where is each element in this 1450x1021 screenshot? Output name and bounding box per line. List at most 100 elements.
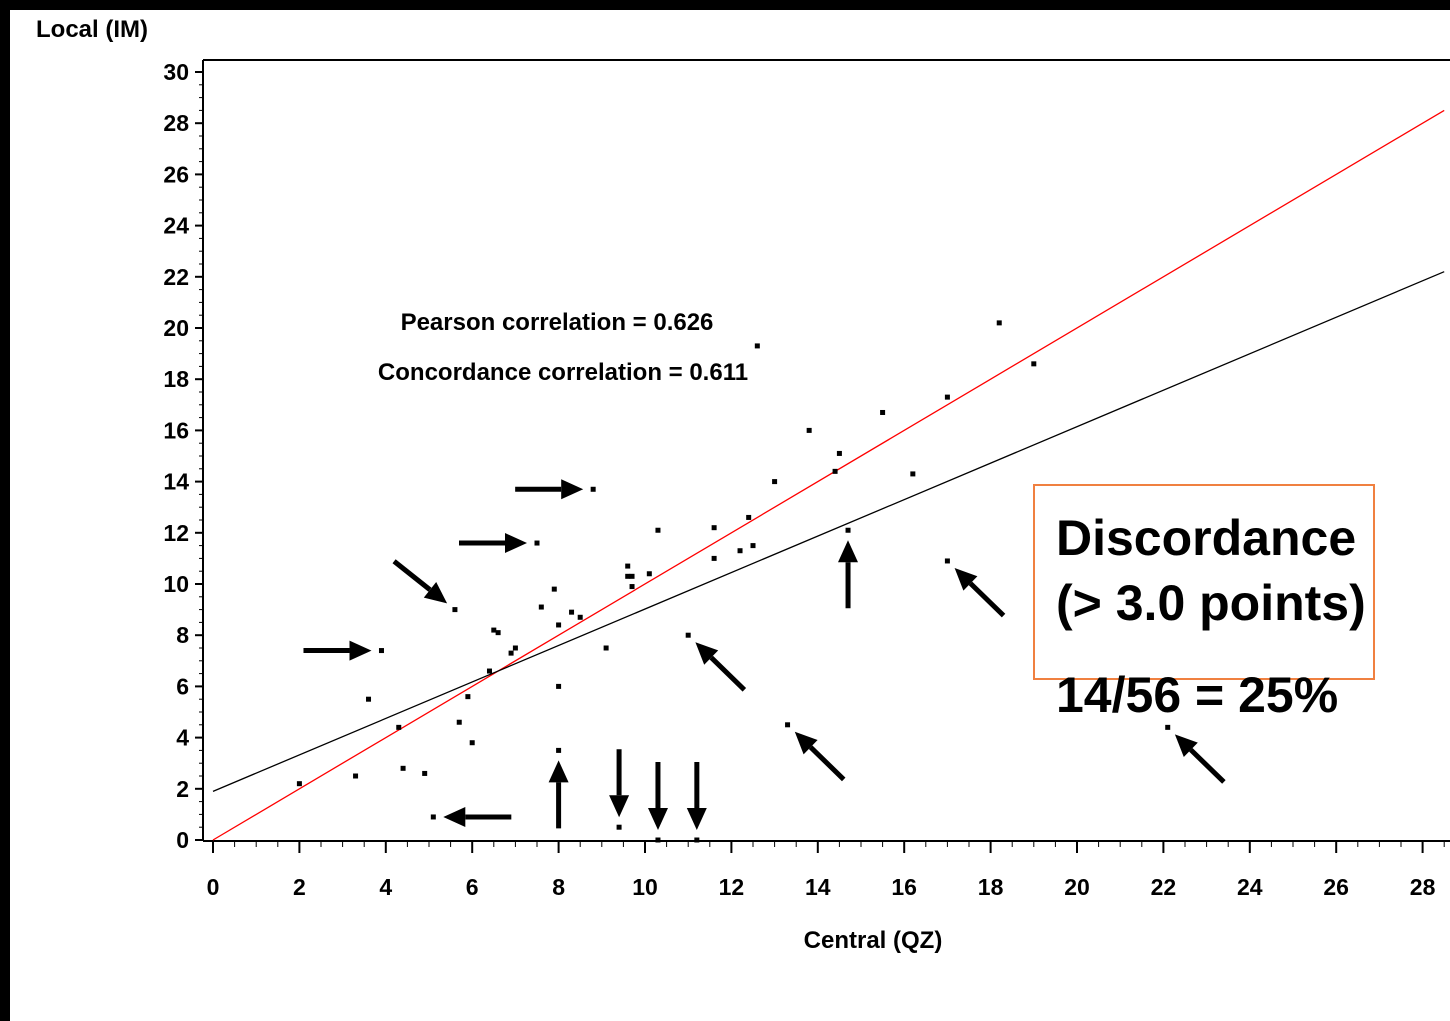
data-point (996, 320, 1002, 326)
x-tick-label: 16 (891, 874, 917, 900)
data-point (569, 609, 575, 615)
data-point (806, 427, 812, 433)
arrow-up-left (794, 731, 846, 782)
data-point (603, 645, 609, 651)
data-point (625, 563, 631, 569)
x-tick-label: 20 (1064, 874, 1090, 900)
data-point (556, 622, 562, 628)
arrow-left (443, 807, 512, 827)
arrow-down-right (392, 559, 448, 604)
data-point (629, 573, 635, 579)
y-tick-label: 26 (163, 161, 189, 187)
data-point (366, 696, 372, 702)
data-point (746, 514, 752, 520)
data-point (590, 486, 596, 492)
data-point (396, 724, 402, 730)
arrow-shaft (1189, 747, 1226, 784)
data-point (646, 571, 652, 577)
callout-line-3: 14/56 = 25% (1056, 667, 1338, 723)
callout-line-2: (> 3.0 points) (1056, 575, 1366, 631)
concordance-correlation-label: Concordance correlation = 0.611 (378, 359, 748, 386)
arrow-head (695, 642, 719, 665)
y-tick-label: 6 (176, 673, 189, 699)
data-point (944, 558, 950, 564)
y-tick-label: 0 (176, 827, 189, 853)
data-point (452, 607, 458, 613)
arrow-head (609, 795, 630, 818)
data-point (655, 837, 661, 843)
regression-line (212, 271, 1445, 792)
data-point (737, 548, 743, 554)
pearson-correlation-label: Pearson correlation = 0.626 (401, 309, 714, 336)
x-tick-label: 0 (207, 874, 220, 900)
data-point (629, 584, 635, 590)
y-tick-label: 24 (163, 213, 189, 239)
y-tick-label: 18 (163, 366, 189, 392)
data-point (836, 450, 842, 456)
y-tick-label: 22 (163, 264, 189, 290)
data-point (1165, 724, 1171, 730)
data-point (465, 694, 471, 700)
data-point (694, 837, 700, 843)
data-point (378, 648, 384, 654)
y-tick-label: 16 (163, 417, 189, 443)
data-point (495, 630, 501, 636)
data-point (538, 604, 544, 610)
data-point (1031, 361, 1037, 367)
data-point (944, 394, 950, 400)
arrow-head (794, 731, 818, 755)
arrow-head (954, 568, 978, 591)
identity-line (212, 109, 1445, 841)
y-tick-label: 2 (176, 776, 189, 802)
data-point (551, 586, 557, 592)
data-point (534, 540, 540, 546)
data-point (296, 781, 302, 787)
arrow-head (423, 582, 448, 604)
data-point (422, 770, 428, 776)
arrow-down (609, 749, 630, 818)
data-point (711, 555, 717, 561)
data-point (711, 525, 717, 531)
chart-canvas: Local (IM) Central (QZ) Pearson correlat… (10, 10, 1450, 1021)
data-point (832, 468, 838, 474)
arrow-up (838, 540, 858, 609)
x-tick-label: 2 (293, 874, 306, 900)
y-tick-label: 10 (163, 571, 189, 597)
arrow-head (1174, 734, 1198, 757)
arrow-shaft (968, 581, 1006, 618)
arrow-head (548, 760, 569, 783)
data-point (655, 527, 661, 533)
arrow-up-left (695, 642, 747, 692)
x-tick-label: 8 (552, 874, 565, 900)
y-tick-label: 4 (176, 725, 189, 751)
y-tick-label: 8 (176, 622, 189, 648)
data-point (486, 668, 492, 674)
data-point (845, 527, 851, 533)
data-point (754, 343, 760, 349)
arrow-head (349, 640, 372, 661)
arrow-up (548, 760, 569, 829)
data-point (430, 814, 436, 820)
data-point (556, 683, 562, 689)
data-point (625, 573, 631, 579)
x-tick-label: 4 (379, 874, 392, 900)
callout-line-1: Discordance (1056, 510, 1356, 566)
y-axis-title: Local (IM) (36, 16, 148, 43)
data-point (910, 471, 916, 477)
data-point (469, 740, 475, 746)
data-point (577, 614, 583, 620)
arrow-head (505, 533, 527, 553)
arrow-head (686, 808, 707, 830)
data-point (491, 627, 497, 633)
scatter-plot: Local (IM) Central (QZ) Pearson correlat… (36, 16, 1450, 954)
arrow-down (648, 762, 668, 830)
arrow-up-left (1174, 734, 1226, 784)
data-point (556, 747, 562, 753)
x-tick-label: 28 (1410, 874, 1436, 900)
x-tick-label: 26 (1323, 874, 1349, 900)
x-tick-label: 12 (719, 874, 745, 900)
data-point (616, 824, 622, 830)
data-point (512, 645, 518, 651)
y-tick-label: 30 (163, 59, 189, 85)
